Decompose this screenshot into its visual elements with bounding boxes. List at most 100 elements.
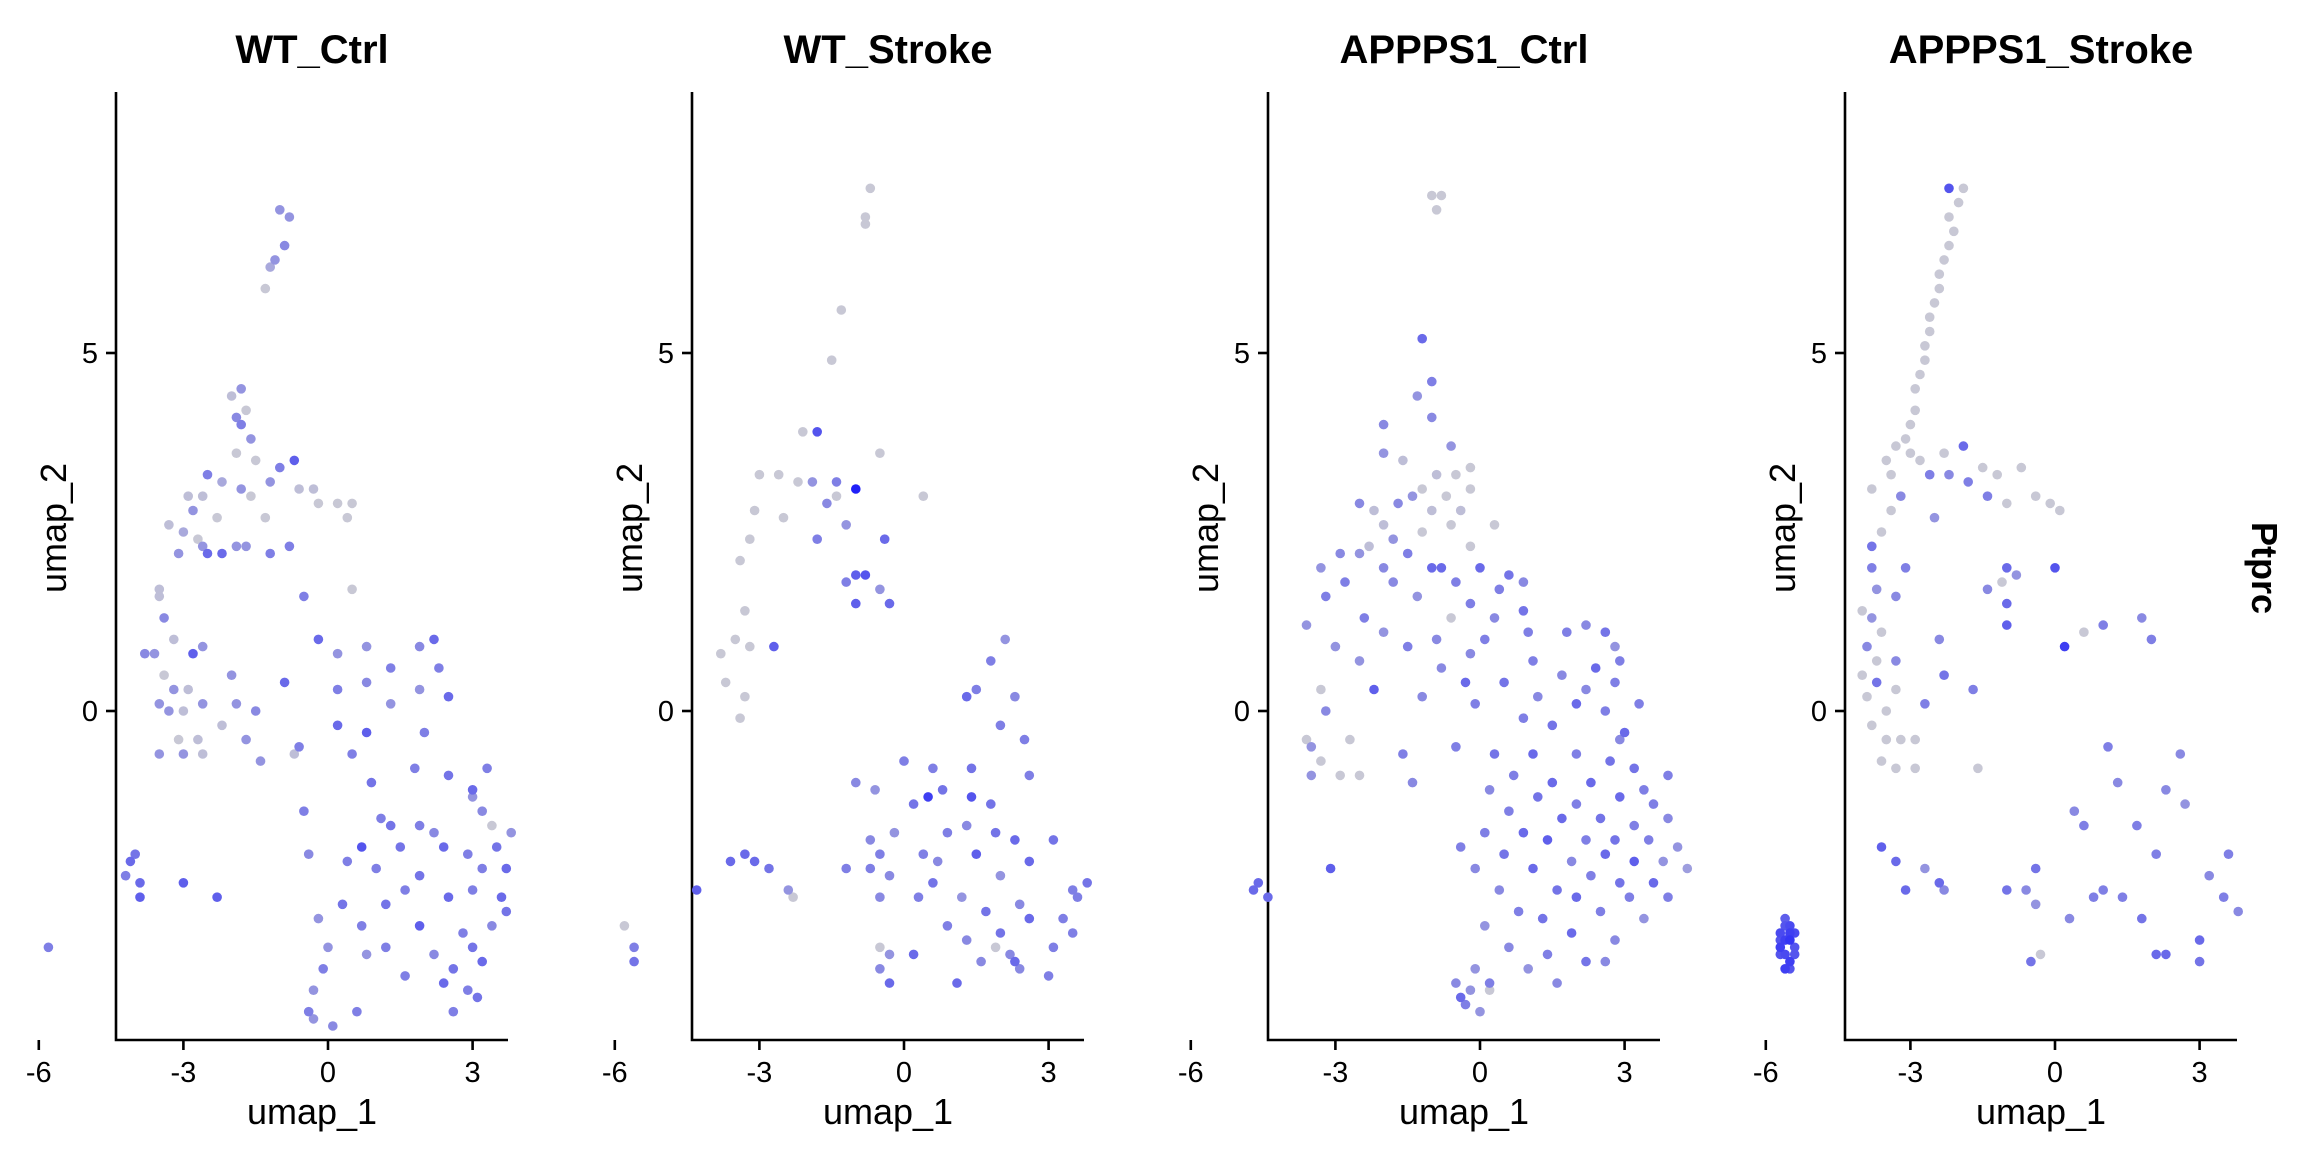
y-axis-label: umap_2 xyxy=(33,463,74,593)
cell-point xyxy=(1067,885,1078,895)
cell-point xyxy=(1427,563,1437,573)
cell-point xyxy=(1881,734,1892,745)
cell-point xyxy=(812,427,822,437)
cell-point xyxy=(1024,913,1035,924)
cell-point xyxy=(1547,777,1558,788)
cell-point xyxy=(783,885,794,895)
cell-point xyxy=(1581,835,1591,845)
cell-point xyxy=(2064,913,2075,924)
cell-point xyxy=(2112,777,2123,788)
cell-point xyxy=(2002,885,2012,895)
cell-point xyxy=(1910,763,1920,774)
cell-point xyxy=(1615,656,1625,666)
cell-point xyxy=(467,785,478,795)
cell-point xyxy=(1862,641,1872,652)
cell-point xyxy=(1992,469,2002,480)
cell-point xyxy=(2002,620,2012,630)
cell-point xyxy=(1900,885,1911,895)
cell-point xyxy=(275,462,285,473)
cell-point xyxy=(241,405,251,416)
x-tick-label: -3 xyxy=(747,1057,773,1089)
cell-point xyxy=(1542,835,1553,845)
cell-point xyxy=(1014,899,1025,910)
cell-point xyxy=(328,1021,338,1031)
cell-point xyxy=(1958,183,1969,194)
cell-point xyxy=(501,863,512,874)
cell-point xyxy=(1518,713,1529,723)
cell-point xyxy=(1455,842,1466,852)
cell-point xyxy=(754,469,765,480)
cell-point xyxy=(178,706,189,716)
cell-point xyxy=(1431,205,1442,215)
x-tick-label: -3 xyxy=(171,1057,197,1089)
cell-point xyxy=(347,498,357,509)
cell-point xyxy=(1924,469,1935,480)
cell-point xyxy=(236,384,246,394)
cell-point xyxy=(1953,197,1964,208)
cell-point xyxy=(414,921,425,931)
cell-point xyxy=(2030,863,2041,874)
cell-point xyxy=(2035,949,2046,960)
cell-point xyxy=(1886,505,1896,516)
cell-point xyxy=(1518,827,1529,838)
cell-point xyxy=(971,849,982,859)
cell-point xyxy=(1997,577,2007,587)
cell-point xyxy=(971,684,982,695)
cell-point xyxy=(1436,663,1447,673)
cell-point xyxy=(1939,885,1949,895)
cell-point xyxy=(414,641,425,652)
cell-point xyxy=(1900,563,1911,573)
cell-point xyxy=(2146,634,2157,645)
cell-point xyxy=(851,598,861,609)
cell-point xyxy=(2026,956,2036,967)
cell-point xyxy=(467,942,478,953)
cell-point xyxy=(851,570,861,580)
cell-point xyxy=(1610,935,1620,945)
cell-point xyxy=(188,648,198,659)
cell-point xyxy=(2002,498,2012,509)
cell-point xyxy=(1024,856,1035,867)
cell-point xyxy=(313,634,324,645)
cell-point xyxy=(236,419,246,430)
cell-point xyxy=(193,734,203,745)
cell-point xyxy=(1920,699,1930,709)
x-tick-label: 3 xyxy=(2192,1057,2208,1089)
cell-point xyxy=(1595,813,1606,824)
cell-point xyxy=(1871,656,1882,666)
cell-point xyxy=(1528,656,1538,666)
cell-point xyxy=(1325,863,1336,874)
cell-point xyxy=(740,691,750,702)
y-axis-label: umap_2 xyxy=(1185,463,1226,593)
cell-point xyxy=(1484,985,1495,995)
cell-point xyxy=(1364,541,1374,552)
cell-point xyxy=(1780,913,1790,924)
cell-point xyxy=(1595,906,1606,917)
cell-point xyxy=(870,785,880,795)
cell-point xyxy=(1566,928,1577,938)
cell-point xyxy=(2161,785,2171,795)
cell-point xyxy=(231,448,242,459)
cell-point xyxy=(294,484,304,494)
cell-point xyxy=(2021,885,2031,895)
cell-point xyxy=(1431,634,1442,645)
cell-point xyxy=(1465,541,1476,552)
cell-point xyxy=(1944,240,1954,251)
cell-point xyxy=(875,448,885,459)
cell-point xyxy=(1407,491,1418,502)
cell-point xyxy=(2059,641,2070,652)
cell-point xyxy=(1048,942,1059,953)
y-axis-label: umap_2 xyxy=(609,463,650,593)
cell-point xyxy=(1780,949,1790,960)
cell-point xyxy=(1610,835,1620,845)
cell-point xyxy=(851,484,861,494)
cell-point xyxy=(1340,577,1350,587)
cell-point xyxy=(1523,627,1533,637)
cell-point xyxy=(966,763,977,774)
cell-point xyxy=(1648,878,1659,888)
cell-point xyxy=(1571,749,1582,759)
cell-point xyxy=(952,978,962,988)
cell-point xyxy=(2180,799,2190,809)
cell-point xyxy=(1388,534,1398,544)
cell-point xyxy=(1398,455,1408,466)
cell-point xyxy=(860,570,871,580)
